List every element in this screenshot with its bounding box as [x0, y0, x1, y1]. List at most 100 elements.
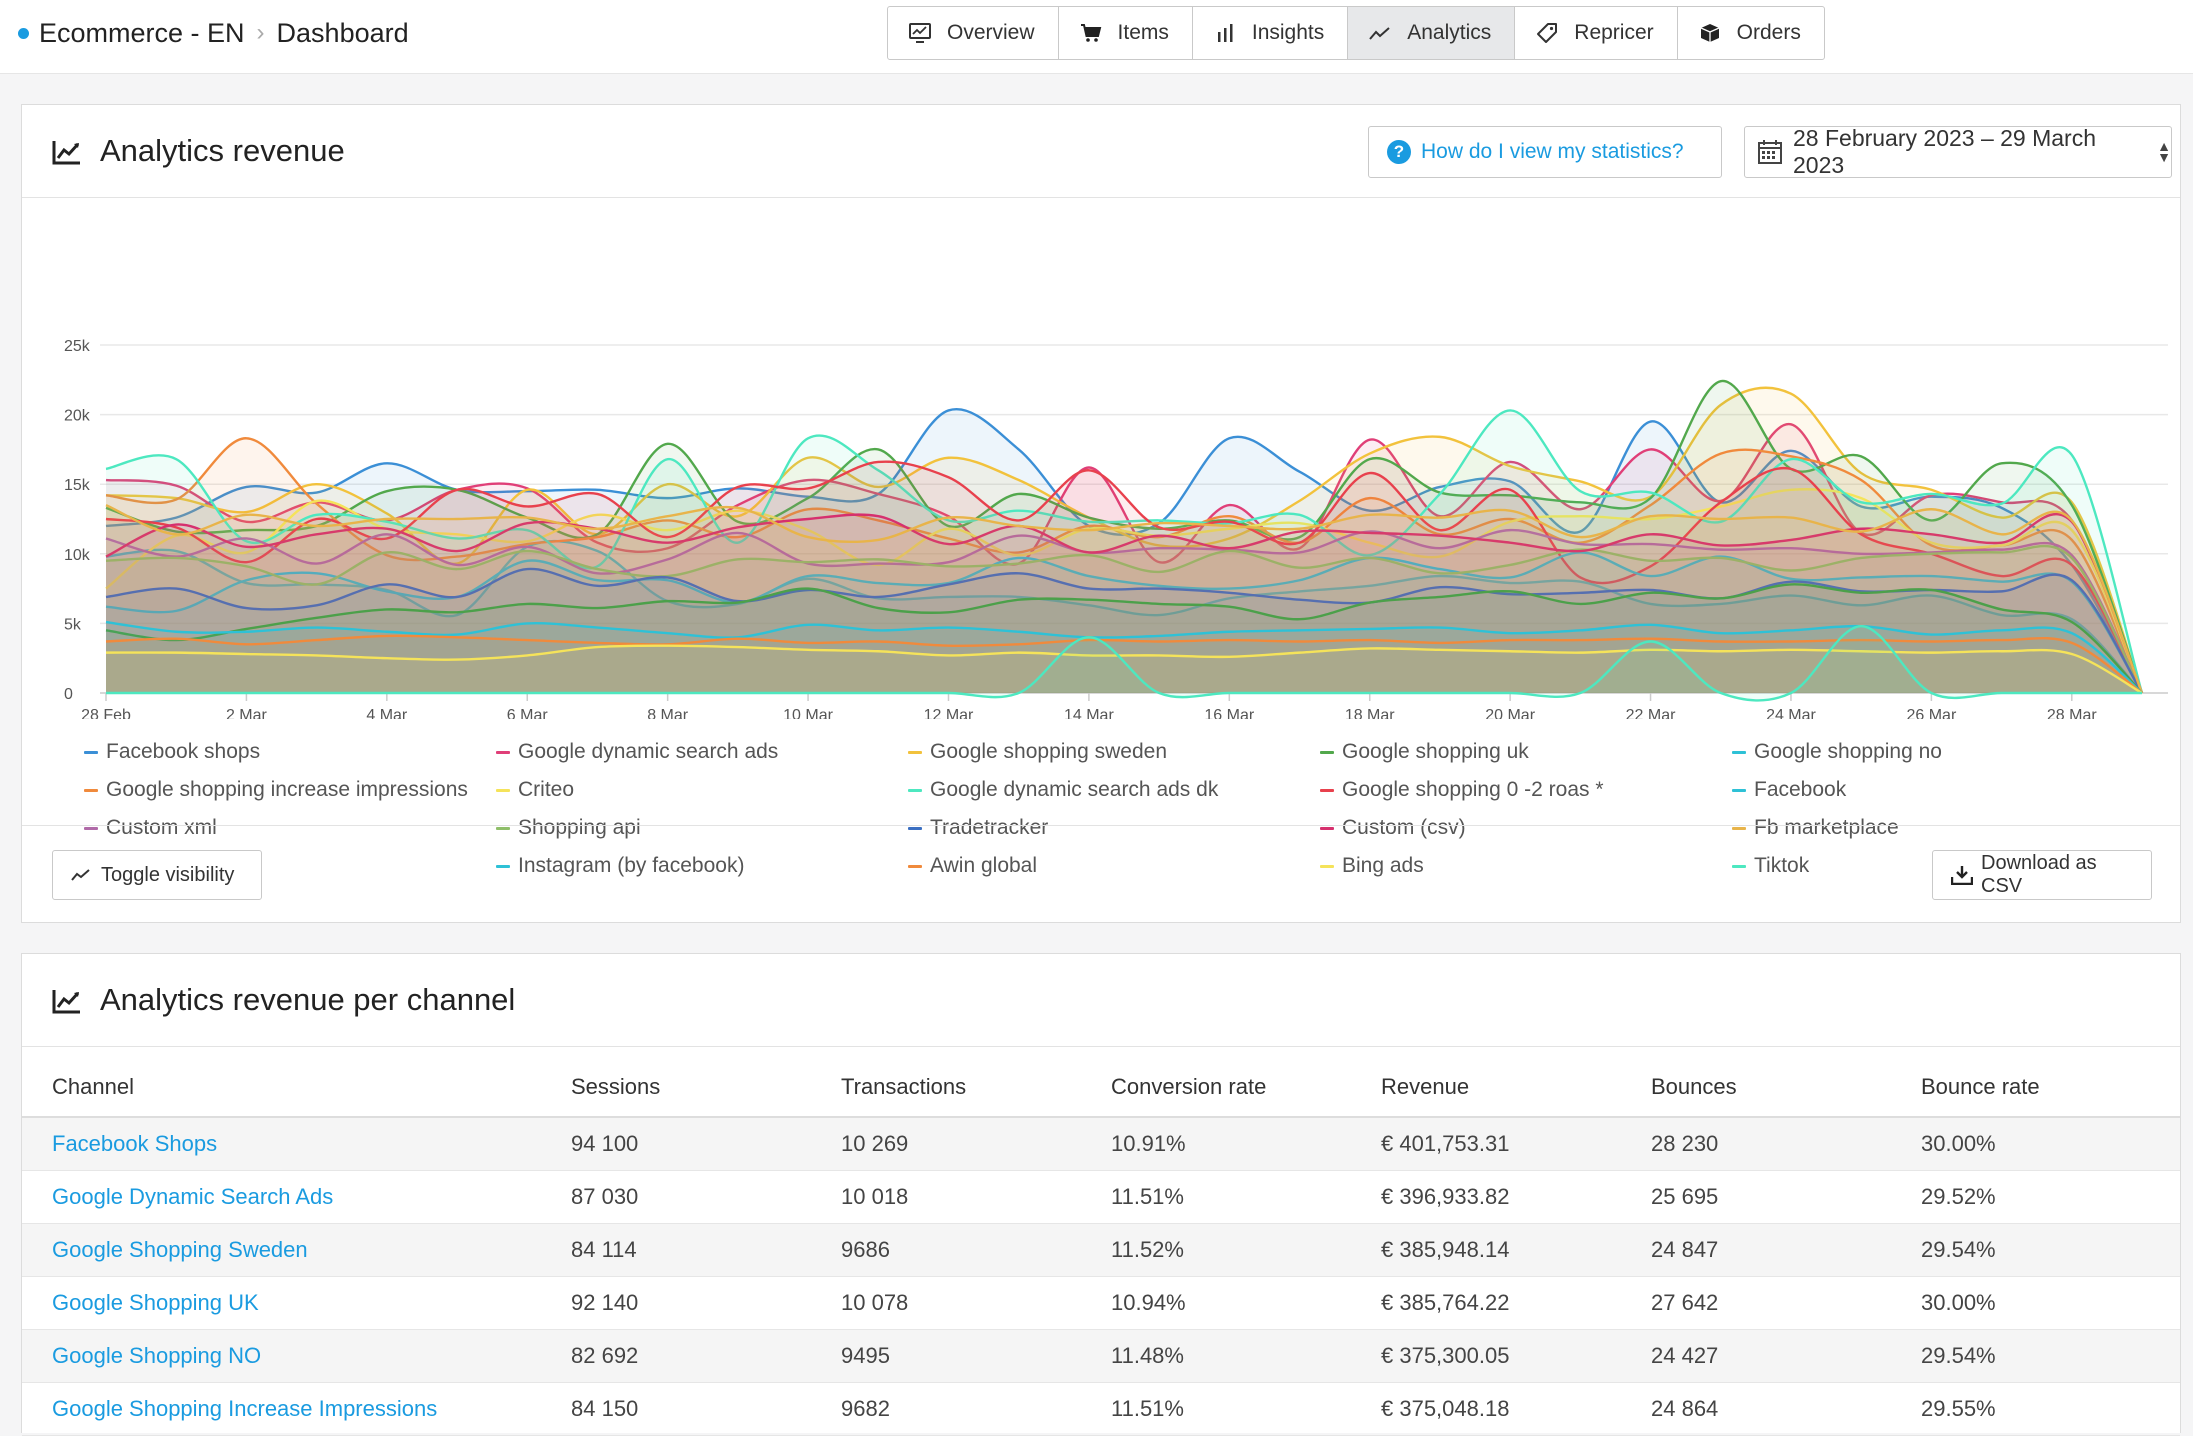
x-tick-label: 10 Mar	[783, 707, 833, 719]
help-statistics-button[interactable]: ? How do I view my statistics?	[1368, 126, 1722, 178]
table-cell: 9686	[811, 1223, 1081, 1277]
tab-orders[interactable]: Orders	[1678, 7, 1824, 59]
legend-item[interactable]: Facebook shops	[84, 739, 496, 765]
table-cell: 30.00%	[1891, 1276, 2180, 1330]
legend-item[interactable]: Fb marketplace	[1732, 815, 2144, 841]
x-tick-label: 8 Mar	[647, 707, 689, 719]
legend-swatch	[496, 826, 510, 830]
table-cell: 27 642	[1621, 1276, 1891, 1330]
table-row: Google Dynamic Search Ads 87 030 10 018 11.…	[22, 1170, 2180, 1224]
legend-label: Shopping api	[518, 816, 641, 839]
card-header: Analytics revenue per channel	[22, 954, 2180, 1047]
table-cell: 9682	[811, 1382, 1081, 1436]
legend-swatch	[496, 788, 510, 792]
series-area	[106, 552, 2142, 693]
legend-item[interactable]: Tiktok	[1732, 853, 2144, 879]
legend-item[interactable]: Google shopping 0 -2 roas *	[1320, 777, 1732, 803]
tab-overview[interactable]: Overview	[888, 7, 1059, 59]
x-tick-label: 26 Mar	[1906, 707, 1956, 719]
tab-items[interactable]: Items	[1059, 7, 1193, 59]
table-cell: 25 695	[1621, 1170, 1891, 1224]
legend-item[interactable]: Awin global	[908, 853, 1320, 879]
legend-item[interactable]: Instagram (by facebook)	[496, 853, 908, 879]
legend-item[interactable]: Google shopping no	[1732, 739, 2144, 765]
legend-swatch	[496, 864, 510, 868]
series-line	[106, 624, 2142, 702]
legend-swatch	[1732, 826, 1746, 830]
x-tick-label: 22 Mar	[1626, 707, 1676, 719]
tab-label: Analytics	[1407, 21, 1492, 44]
column-header[interactable]: Sessions	[541, 1047, 811, 1118]
channel-link[interactable]: Google Dynamic Search Ads	[22, 1170, 541, 1224]
tab-repricer[interactable]: Repricer	[1515, 7, 1678, 59]
table-row: Google Shopping UK 92 140 10 078 10.94% € 38…	[22, 1276, 2180, 1330]
table-cell: 10 269	[811, 1117, 1081, 1171]
legend-swatch	[84, 750, 98, 754]
chevron-right-icon: ›	[256, 19, 265, 46]
tab-insights[interactable]: Insights	[1193, 7, 1349, 59]
y-tick-label: 25k	[64, 338, 91, 355]
legend-label: Fb marketplace	[1754, 816, 1899, 839]
series-line	[105, 644, 2143, 695]
table-cell: € 375,300.05	[1351, 1329, 1621, 1383]
table-cell: € 401,753.31	[1351, 1117, 1621, 1171]
legend-item[interactable]: Google dynamic search ads	[496, 739, 908, 765]
calendar-icon	[1757, 139, 1783, 165]
card-title: Analytics revenue	[52, 133, 345, 169]
table-cell: 87 030	[541, 1170, 811, 1224]
legend-label: Tiktok	[1754, 854, 1810, 877]
download-csv-button[interactable]: Download as CSV	[1932, 850, 2152, 900]
question-icon: ?	[1387, 140, 1411, 164]
help-label: How do I view my statistics?	[1421, 140, 1684, 163]
legend-item[interactable]: Tradetracker	[908, 815, 1320, 841]
legend-item[interactable]: Bing ads	[1320, 853, 1732, 879]
date-range-value: 28 February 2023 – 29 March 2023	[1793, 125, 2097, 178]
date-range-picker[interactable]: 28 February 2023 – 29 March 2023 ▲ ▼	[1744, 125, 2172, 178]
download-icon	[1950, 865, 1974, 886]
legend-swatch	[1320, 826, 1334, 830]
column-header[interactable]: Bounces	[1621, 1047, 1891, 1118]
y-tick-label: 15k	[64, 477, 91, 494]
table-cell: 82 692	[541, 1329, 811, 1383]
channel-link[interactable]: Google Shopping Increase Impressions	[22, 1382, 541, 1436]
table-cell: 94 100	[541, 1117, 811, 1171]
tab-label: Orders	[1736, 21, 1801, 44]
table-cell: 29.54%	[1891, 1329, 2180, 1383]
legend-item[interactable]: Facebook	[1732, 777, 2144, 803]
revenue-per-channel-card: Analytics revenue per channel Channel Se…	[21, 953, 2181, 1436]
channel-link[interactable]: Google Shopping NO	[22, 1329, 541, 1383]
legend-label: Google shopping 0 -2 roas *	[1342, 778, 1604, 801]
channel-link[interactable]: Facebook Shops	[22, 1117, 541, 1171]
x-tick-label: 14 Mar	[1064, 707, 1114, 719]
table-cell: 28 230	[1621, 1117, 1891, 1171]
legend-item[interactable]: Google shopping increase impressions	[84, 777, 496, 803]
tab-analytics[interactable]: Analytics	[1348, 7, 1516, 59]
column-header[interactable]: Revenue	[1351, 1047, 1621, 1118]
legend-label: Facebook shops	[106, 740, 261, 763]
column-header[interactable]: Bounce rate	[1891, 1047, 2180, 1118]
legend-item[interactable]: Google shopping sweden	[908, 739, 1320, 765]
legend-item[interactable]: Criteo	[496, 777, 908, 803]
legend-item[interactable]: Google shopping uk	[1320, 739, 1732, 765]
column-header[interactable]: Transactions	[811, 1047, 1081, 1118]
channel-link[interactable]: Google Shopping UK	[22, 1276, 541, 1330]
legend-swatch	[1732, 750, 1746, 754]
toggle-visibility-button[interactable]: Toggle visibility	[52, 850, 262, 900]
legend-item[interactable]: Google dynamic search ads dk	[908, 777, 1320, 803]
legend-item[interactable]: Shopping api	[496, 815, 908, 841]
table-row: Google Shopping NO 82 692 9495 11.48% € 375,…	[22, 1329, 2180, 1383]
tab-label: Items	[1117, 21, 1169, 44]
area-chart-icon	[52, 986, 84, 1014]
breadcrumb-project[interactable]: Ecommerce - EN	[39, 17, 245, 48]
legend-label: Google shopping sweden	[930, 740, 1168, 763]
legend-item[interactable]: Custom xml	[84, 815, 496, 841]
column-header[interactable]: Channel	[22, 1047, 541, 1118]
series-line	[105, 409, 2144, 694]
chart-legend: Facebook shops Google dynamic search ads G…	[84, 739, 2144, 879]
channel-link[interactable]: Google Shopping Sweden	[22, 1223, 541, 1277]
series-area	[106, 530, 2142, 693]
table-row: Google Shopping Increase Impressions 84 1…	[22, 1382, 2180, 1436]
breadcrumb-page: Dashboard	[276, 17, 409, 48]
column-header[interactable]: Conversion rate	[1081, 1047, 1351, 1118]
legend-item[interactable]: Custom (csv)	[1320, 815, 1732, 841]
